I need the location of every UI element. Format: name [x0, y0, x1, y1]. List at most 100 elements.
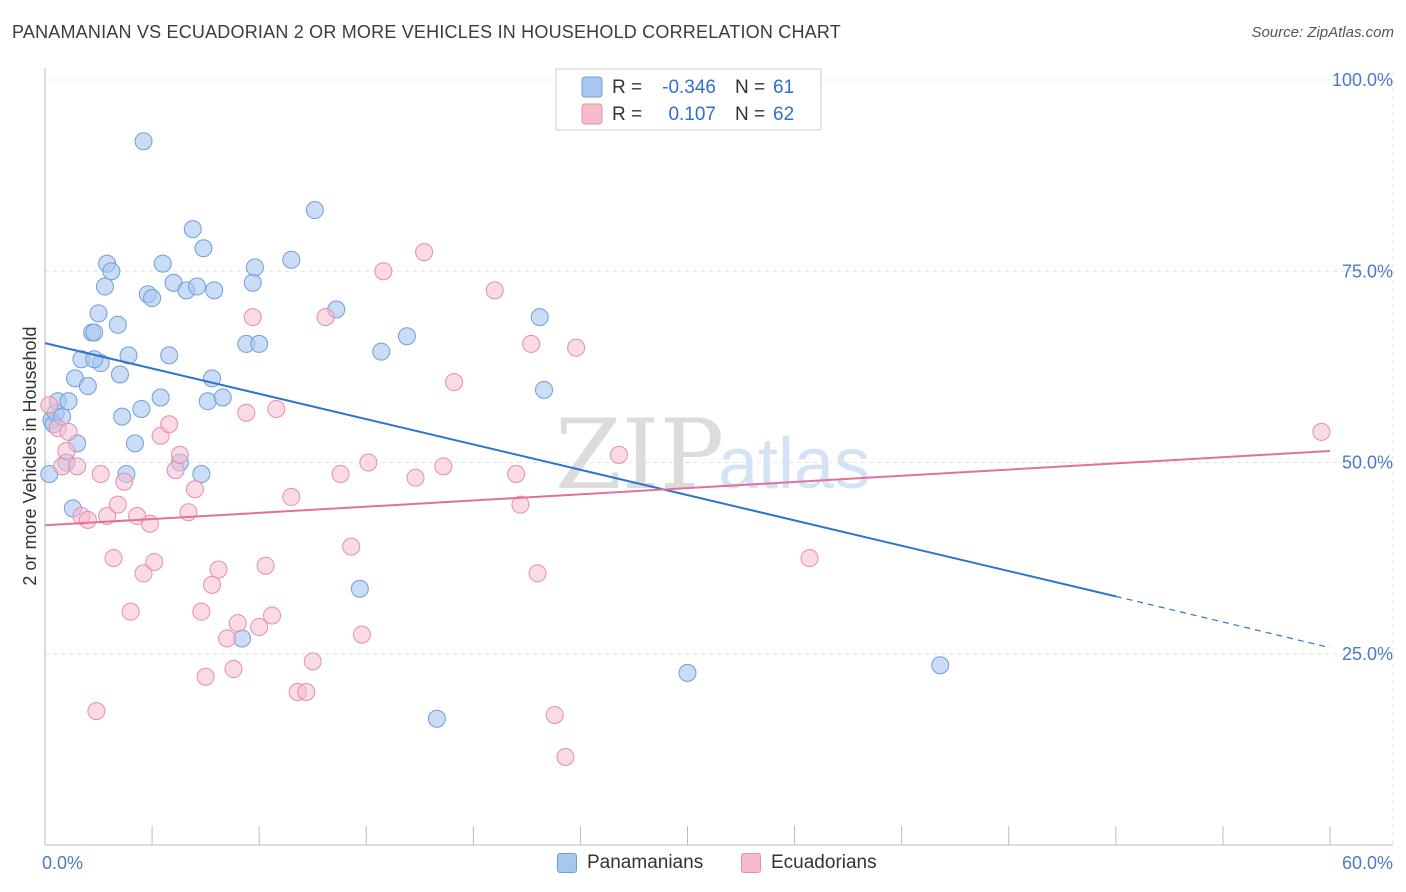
ecuadorian-point	[98, 507, 117, 526]
ecuadorian-point	[511, 495, 530, 514]
panamanian-point	[213, 388, 232, 407]
ecuadorian-point	[170, 445, 189, 464]
chart-source: Source: ZipAtlas.com	[1251, 24, 1394, 41]
ecuadorian-point	[507, 464, 526, 483]
ecuadorian-point	[237, 403, 256, 422]
ecuadorian-point	[209, 560, 228, 579]
bottom-legend-swatch-pink	[741, 853, 761, 873]
ecuadorian-point	[91, 464, 110, 483]
ecuadorian-point	[192, 602, 211, 621]
panamanian-point	[233, 629, 252, 648]
panamanian-point	[143, 289, 162, 308]
trendline-panamanians-extension	[1115, 595, 1331, 649]
ecuadorian-point	[104, 549, 123, 568]
ecuadorian-point	[218, 629, 237, 648]
legend-swatch-blue	[581, 76, 603, 98]
panamanian-point	[931, 656, 950, 675]
ecuadorian-point	[434, 457, 453, 476]
legend-n-label-2: N =	[735, 104, 765, 125]
ecuadorian-point	[556, 748, 575, 767]
panamanian-point	[243, 273, 262, 292]
panamanian-point	[192, 464, 211, 483]
panamanian-point	[102, 262, 121, 281]
panamanian-point	[350, 579, 369, 598]
watermark: ZIP atlas	[555, 399, 870, 511]
panamanian-point	[85, 323, 104, 342]
y-tick-label-100: 100.0%	[1332, 70, 1393, 90]
ecuadorian-point	[445, 373, 464, 392]
legend-box: R = -0.346 N = 61 R = 0.107 N = 62	[555, 68, 822, 131]
y-tick-label-25: 25.0%	[1342, 644, 1393, 664]
panamanian-point	[160, 346, 179, 365]
ecuadorian-point	[415, 243, 434, 262]
ecuadorian-point	[185, 480, 204, 499]
ecuadorian-point	[196, 667, 215, 686]
ecuadorian-point	[250, 617, 269, 636]
panamanian-point	[372, 342, 391, 361]
panamanian-point	[151, 388, 170, 407]
ecuadorian-point	[256, 556, 275, 575]
panamanian-point	[89, 304, 108, 323]
panamanian-point	[59, 392, 78, 411]
ecuadorian-point	[53, 457, 72, 476]
ecuadorian-point	[134, 564, 153, 583]
panamanian-point	[108, 315, 127, 334]
bottom-legend: Panamanians Ecuadorians	[0, 852, 1406, 876]
ecuadorian-point	[297, 683, 316, 701]
panamanian-point	[305, 201, 324, 220]
trendline-ecuadorians	[44, 450, 1331, 527]
legend-r-value-2: 0.107	[668, 104, 716, 125]
ecuadorian-point	[374, 262, 393, 281]
ecuadorian-point	[224, 660, 243, 679]
panamanian-point	[530, 308, 549, 327]
watermark-zip: ZIP	[555, 399, 724, 511]
ecuadorian-point	[87, 702, 106, 721]
ecuadorian-point	[282, 487, 301, 506]
ecuadorian-point	[121, 602, 140, 621]
ecuadorian-point	[243, 308, 262, 327]
panamanian-point	[110, 365, 129, 384]
legend-n-label-1: N =	[735, 77, 765, 98]
ecuadorian-point	[203, 575, 222, 594]
panamanian-point	[125, 434, 144, 453]
ecuadorian-point	[160, 415, 179, 434]
legend-n-value-2: 62	[773, 104, 794, 125]
trend-lines	[44, 342, 1331, 649]
bottom-legend-item-panamanians: Panamanians	[557, 852, 703, 874]
ecuadorian-point	[528, 564, 547, 583]
legend-swatch-pink	[581, 103, 603, 125]
panamanian-point	[78, 377, 97, 395]
ecuadorian-point	[359, 453, 378, 472]
y-axis-title: 2 or more Vehicles in Household	[20, 326, 40, 585]
legend-r-value-1: -0.346	[662, 77, 716, 98]
watermark-atlas: atlas	[718, 424, 870, 504]
series-ecuadorians	[40, 243, 1331, 767]
panamanian-point	[397, 327, 416, 346]
series-panamanians	[40, 132, 950, 728]
y-tick-label-75: 75.0%	[1342, 261, 1393, 281]
trendline-panamanians	[44, 342, 1117, 598]
ecuadorian-point	[567, 338, 586, 357]
bottom-legend-item-ecuadorians: Ecuadorians	[741, 852, 877, 874]
bottom-legend-label-ecuadorians: Ecuadorians	[771, 852, 877, 873]
ecuadorian-point	[68, 457, 87, 476]
panamanian-point	[250, 334, 269, 353]
panamanian-point	[194, 239, 213, 258]
legend-n-value-1: 61	[773, 77, 794, 98]
ecuadorian-point	[609, 445, 628, 464]
ecuadorian-point	[115, 472, 134, 491]
tick-labels: 100.0% 75.0% 50.0% 25.0% 0.0% 60.0%	[42, 70, 1393, 873]
ecuadorian-point	[316, 308, 335, 327]
ecuadorian-point	[406, 468, 425, 487]
ecuadorian-point	[40, 396, 59, 415]
ecuadorian-point	[522, 334, 541, 353]
ecuadorian-point	[57, 442, 76, 461]
ecuadorian-point	[140, 514, 159, 533]
ecuadorian-point	[263, 606, 282, 625]
panamanian-point	[427, 709, 446, 728]
ecuadorian-point	[545, 705, 564, 724]
ecuadorian-point	[352, 625, 371, 644]
x-tick-label-max: 60.0%	[1342, 853, 1393, 873]
panamanian-point	[198, 392, 217, 411]
